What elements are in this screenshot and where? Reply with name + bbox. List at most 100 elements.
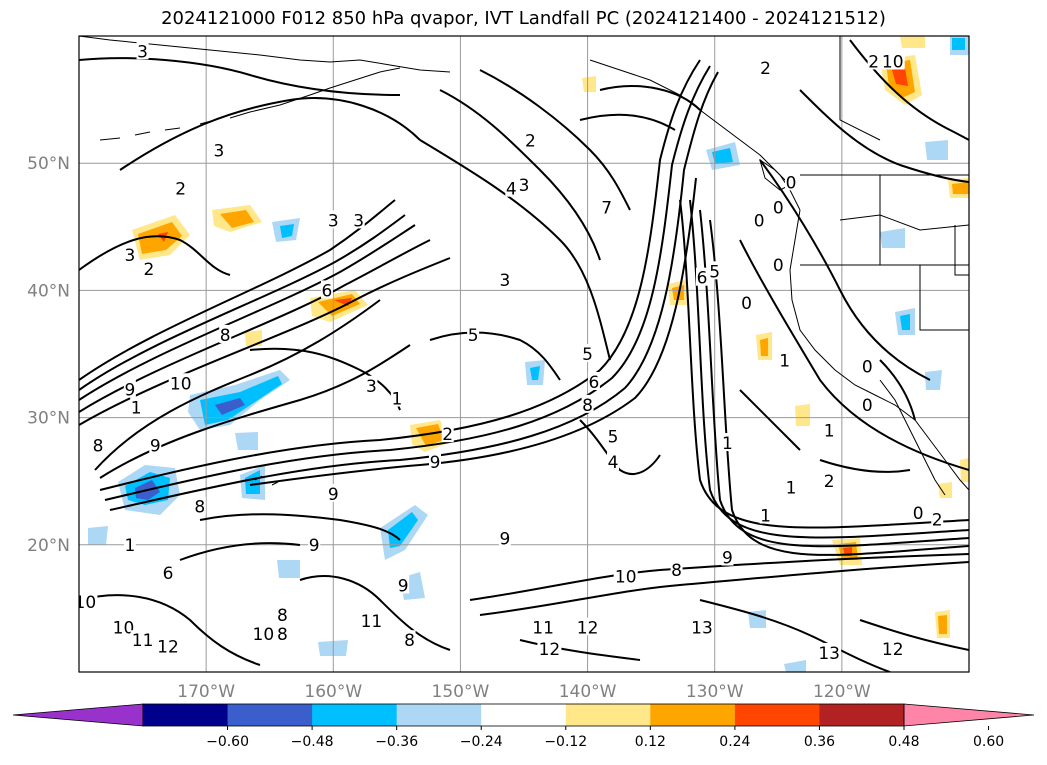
pos-anomaly-patch	[900, 36, 925, 48]
lon-tick-label: 120°W	[813, 682, 871, 702]
neg-anomaly-patch	[880, 228, 905, 248]
contour-line	[679, 199, 969, 529]
neg-anomaly-patch	[277, 560, 300, 578]
contour-label-bg	[607, 452, 619, 471]
contour-label: 10	[170, 374, 192, 394]
contour-label-bg	[123, 379, 136, 398]
contour-label: 10	[882, 52, 904, 72]
colorbar-tick-label: −0.12	[544, 734, 587, 750]
contour-label: 10	[615, 568, 637, 588]
contour-label-bg	[531, 617, 556, 636]
plot-title: 2024121000 F012 850 hPa qvapor, IVT Land…	[161, 8, 886, 29]
contour-label-bg	[721, 433, 734, 452]
contour-label: 0	[786, 173, 797, 193]
contour-label: 11	[532, 618, 554, 638]
contour-label-bg	[352, 210, 365, 229]
contour-label-bg	[327, 483, 340, 502]
lon-tick-label: 150°W	[432, 682, 490, 702]
neg-anomaly-patch	[235, 432, 258, 450]
contour-label: 9	[722, 549, 733, 569]
contour-label-bg	[359, 611, 384, 630]
contour-label-bg	[130, 630, 155, 649]
contour-line	[179, 542, 301, 561]
contour-label-bg	[759, 57, 772, 76]
contour-label: 5	[582, 345, 593, 365]
contour-label-bg	[581, 394, 594, 413]
contour-label-bg	[690, 617, 714, 636]
contour-label-bg	[276, 623, 289, 642]
contour-label: 8	[277, 606, 288, 626]
pos-anomaly-core	[220, 210, 254, 228]
contour-label: 1	[391, 390, 402, 410]
contour-label: 1	[131, 398, 142, 418]
contour-label-bg	[861, 356, 874, 375]
contour-label: 8	[582, 396, 593, 416]
contour-label: 9	[309, 536, 320, 556]
contour-label: 11	[361, 612, 383, 632]
contour-label-bg	[390, 388, 403, 407]
state-border	[839, 36, 881, 141]
contour-label: 0	[862, 358, 873, 378]
contour-label-bg	[111, 617, 136, 636]
contour-line	[579, 113, 676, 131]
contour-line	[799, 89, 969, 183]
contour-label: 4	[506, 180, 517, 200]
contour-line	[879, 359, 916, 421]
contour-line	[579, 419, 661, 475]
contour-label: 2	[868, 52, 879, 72]
contour-label-bg	[880, 51, 905, 70]
contour-label: 1	[786, 479, 797, 499]
contour-label: 6	[322, 281, 333, 301]
colorbar-tick-label: 0.36	[804, 734, 835, 750]
neg-anomaly-patch	[88, 526, 108, 545]
pos-anomaly-patch	[795, 404, 810, 426]
contour-label-bg	[92, 435, 105, 454]
contour-label: 9	[398, 577, 409, 597]
contour-line	[709, 219, 969, 556]
contour-label: 3	[213, 141, 224, 161]
contour-label-bg	[123, 534, 136, 553]
contour-label: 9	[430, 453, 441, 473]
contour-label: 6	[163, 564, 174, 584]
colorbar-segment	[312, 704, 398, 726]
colorbar-tick-label: 0.60	[973, 734, 1004, 750]
colorbar-extend-low	[12, 703, 144, 727]
contour-label-bg	[817, 642, 842, 661]
colorbar-tick-label: −0.36	[375, 734, 418, 750]
contour-label: 9	[124, 381, 135, 401]
aleutian-islands	[99, 111, 251, 141]
colorbar-tick-label: 0.48	[888, 734, 919, 750]
contour-line	[699, 599, 891, 672]
contour-label: 5	[608, 428, 619, 448]
contour-line	[79, 224, 416, 401]
colorbar-extend-high	[903, 703, 1035, 727]
contour-label-bg	[867, 51, 880, 70]
colorbar-segment	[650, 704, 736, 726]
contour-label: 8	[671, 561, 682, 581]
graticule	[79, 36, 969, 672]
contour-label: 3	[353, 211, 364, 231]
contour-label-bg	[537, 639, 562, 658]
contour-label-bg	[778, 350, 791, 369]
contour-line	[299, 575, 451, 651]
contour-label-bg	[823, 420, 836, 439]
pos-anomaly-core	[138, 222, 182, 254]
contour-label: 8	[404, 631, 415, 651]
contour-label-bg	[670, 560, 683, 579]
neg-anomaly-core	[530, 366, 540, 380]
pos-anomaly-core	[952, 182, 969, 194]
qvapor-contours	[79, 39, 969, 672]
contour-label-bg	[600, 197, 613, 216]
contour-label: 3	[137, 42, 148, 62]
contour-line	[79, 239, 431, 413]
contour-line	[479, 561, 969, 616]
contour-label-bg	[251, 623, 276, 642]
contour-label-bg	[149, 435, 162, 454]
contour-label-bg	[219, 324, 232, 343]
contour-label: 2	[760, 59, 771, 79]
contour-label: 3	[328, 211, 339, 231]
contour-label: 6	[697, 269, 708, 289]
contour-label-bg	[524, 130, 537, 149]
contour-label: 1	[824, 421, 835, 441]
contour-line	[859, 619, 969, 651]
